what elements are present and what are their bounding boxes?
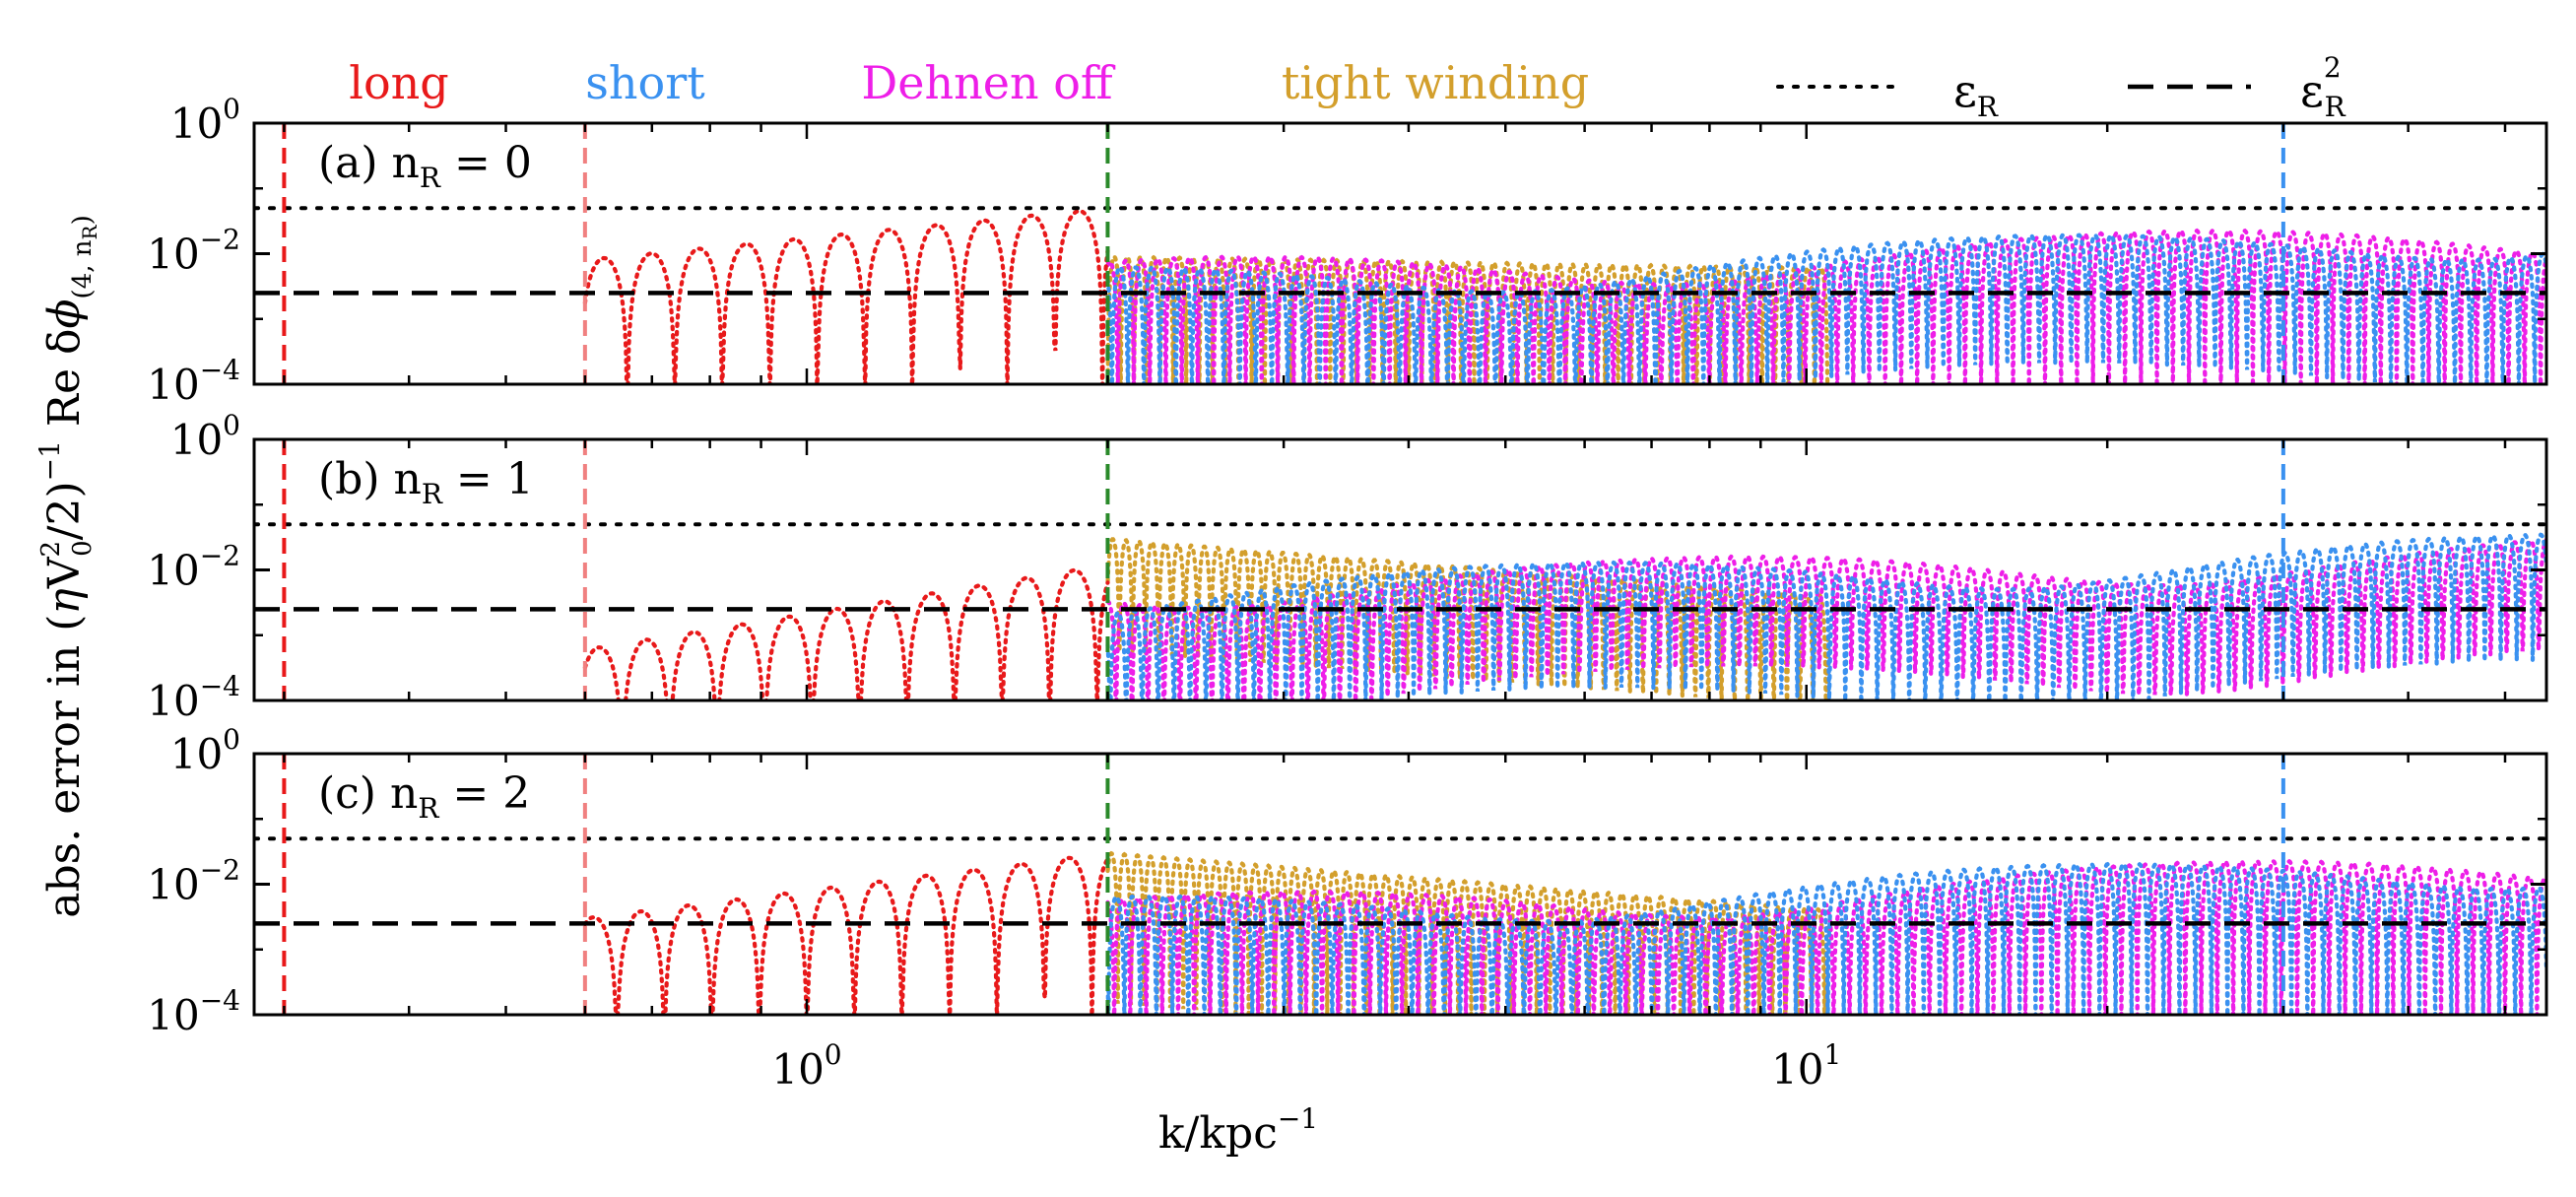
y-axis-label-eta: η (39, 588, 90, 614)
y-tick-base: 10 (170, 100, 223, 148)
y-tick-exp: −2 (200, 854, 240, 887)
y-tick-base: 10 (147, 677, 199, 725)
panel-label-2: (c) nR = 2 (318, 768, 530, 825)
y-tick-exp: 0 (223, 409, 240, 441)
y-tick-label-2-panel-1: 10−4 (147, 670, 240, 725)
y-tick-exp: −4 (200, 670, 240, 702)
legend-eps2-sub: R (2325, 91, 2346, 123)
y-tick-base: 10 (147, 861, 199, 909)
y-tick-label-1-panel-2: 10−2 (147, 854, 240, 909)
y-tick-exp: 0 (223, 93, 240, 125)
series-tight-winding-panel-2 (1105, 850, 1830, 1015)
y-tick-exp: −2 (200, 224, 240, 256)
series-dehnen-off-panel-2 (1105, 858, 2546, 1015)
y-tick-exp: −4 (200, 354, 240, 386)
y-tick-label-0-panel-2: 100 (170, 723, 240, 778)
series-long-panel-0 (582, 208, 1110, 384)
y-axis-label-prefix: abs. error in ( (39, 615, 90, 918)
x-axis: 100 101 (771, 1038, 1841, 1094)
y-axis-label-phi-sub-close: ) (68, 215, 98, 225)
x-tick-label-0: 100 (771, 1038, 841, 1094)
legend-label-0: long (349, 56, 448, 109)
panel-label-0: (a) nR = 0 (318, 138, 532, 194)
y-tick-label-2-panel-0: 10−4 (147, 354, 240, 409)
x-tick-base: 10 (771, 1045, 824, 1094)
y-tick-base: 10 (147, 991, 199, 1039)
panel-label-suffix: = 0 (440, 138, 532, 188)
x-tick-exp: 0 (825, 1038, 842, 1071)
legend-label-2: Dehnen off (861, 56, 1116, 109)
y-axis-label-v-sup: 2 (36, 541, 66, 558)
panel-label-sub: R (420, 162, 441, 194)
legend-label-eps: εR (1953, 64, 1999, 123)
y-axis-label-v: V (39, 556, 90, 589)
y-tick-label-1-panel-0: 10−2 (147, 224, 240, 279)
legend-label-eps2: ε2 R (2300, 51, 2346, 123)
series-long-panel-1 (582, 567, 1110, 700)
panel-label-1: (b) nR = 1 (318, 454, 534, 510)
x-axis-label: k/kpc−1 (1158, 1102, 1318, 1159)
y-axis-label-phi-sub: (4, n (68, 239, 98, 299)
x-axis-label-text: k/kpc (1158, 1108, 1278, 1159)
y-tick-base: 10 (147, 547, 199, 595)
y-tick-exp: −4 (200, 984, 240, 1017)
panel-plot-area-1 (254, 439, 2546, 700)
legend: long short Dehnen off tight winding εR ε2 R (349, 51, 2345, 123)
legend-eps2-sup: 2 (2324, 51, 2342, 84)
series-short-panel-2 (1105, 861, 2546, 1015)
series-long-panel-2 (582, 855, 1110, 1015)
y-axis-label-v-sub: 0 (68, 540, 98, 557)
panel-label-sub: R (422, 478, 443, 510)
panel-label-prefix: (b) n (318, 454, 422, 504)
y-tick-base: 10 (170, 730, 223, 778)
legend-label-1: short (585, 56, 705, 109)
legend-eps-sub: R (1977, 91, 1999, 123)
x-tick-base: 10 (1771, 1045, 1823, 1094)
y-tick-exp: −2 (200, 540, 240, 572)
y-axis-label-phi: ϕ (39, 299, 90, 328)
x-tick-exp: 1 (1824, 1038, 1842, 1071)
panel-label-prefix: (a) n (318, 138, 420, 188)
y-tick-label-0-panel-1: 100 (170, 409, 240, 464)
y-tick-base: 10 (147, 231, 199, 279)
series-dehnen-off-panel-1 (1105, 537, 2546, 700)
series-short-panel-1 (1105, 532, 2546, 700)
panel-label-suffix: = 2 (438, 768, 530, 819)
x-tick-label-1: 101 (1771, 1038, 1841, 1094)
panel-plot-area-2 (254, 754, 2546, 1015)
panel-label-suffix: = 1 (442, 454, 534, 504)
panel-plot-area-0 (254, 123, 2546, 384)
y-axis-label: abs. error in (ηV20/2)−1 Re δϕ(4, nR) (33, 215, 101, 917)
y-axis-label-inv: −1 (33, 440, 66, 481)
series-short-panel-0 (1105, 233, 2546, 384)
y-tick-base: 10 (147, 361, 199, 409)
y-tick-base: 10 (170, 416, 223, 464)
y-tick-label-0-panel-0: 100 (170, 93, 240, 148)
y-tick-label-2-panel-2: 10−4 (147, 984, 240, 1039)
legend-eps2-symbol: ε (2300, 64, 2324, 117)
y-tick-exp: 0 (223, 723, 240, 756)
panel-label-sub: R (418, 792, 439, 825)
y-axis-label-re: Re δ (39, 328, 90, 440)
x-axis-label-exponent: −1 (1278, 1102, 1318, 1135)
y-axis-label-phi-sub-r: R (78, 224, 101, 239)
y-tick-label-1-panel-1: 10−2 (147, 540, 240, 595)
panel-label-prefix: (c) n (318, 768, 418, 819)
legend-eps-symbol: ε (1953, 64, 1977, 117)
y-axis-label-mid: /2) (39, 481, 90, 540)
legend-label-3: tight winding (1282, 56, 1589, 109)
